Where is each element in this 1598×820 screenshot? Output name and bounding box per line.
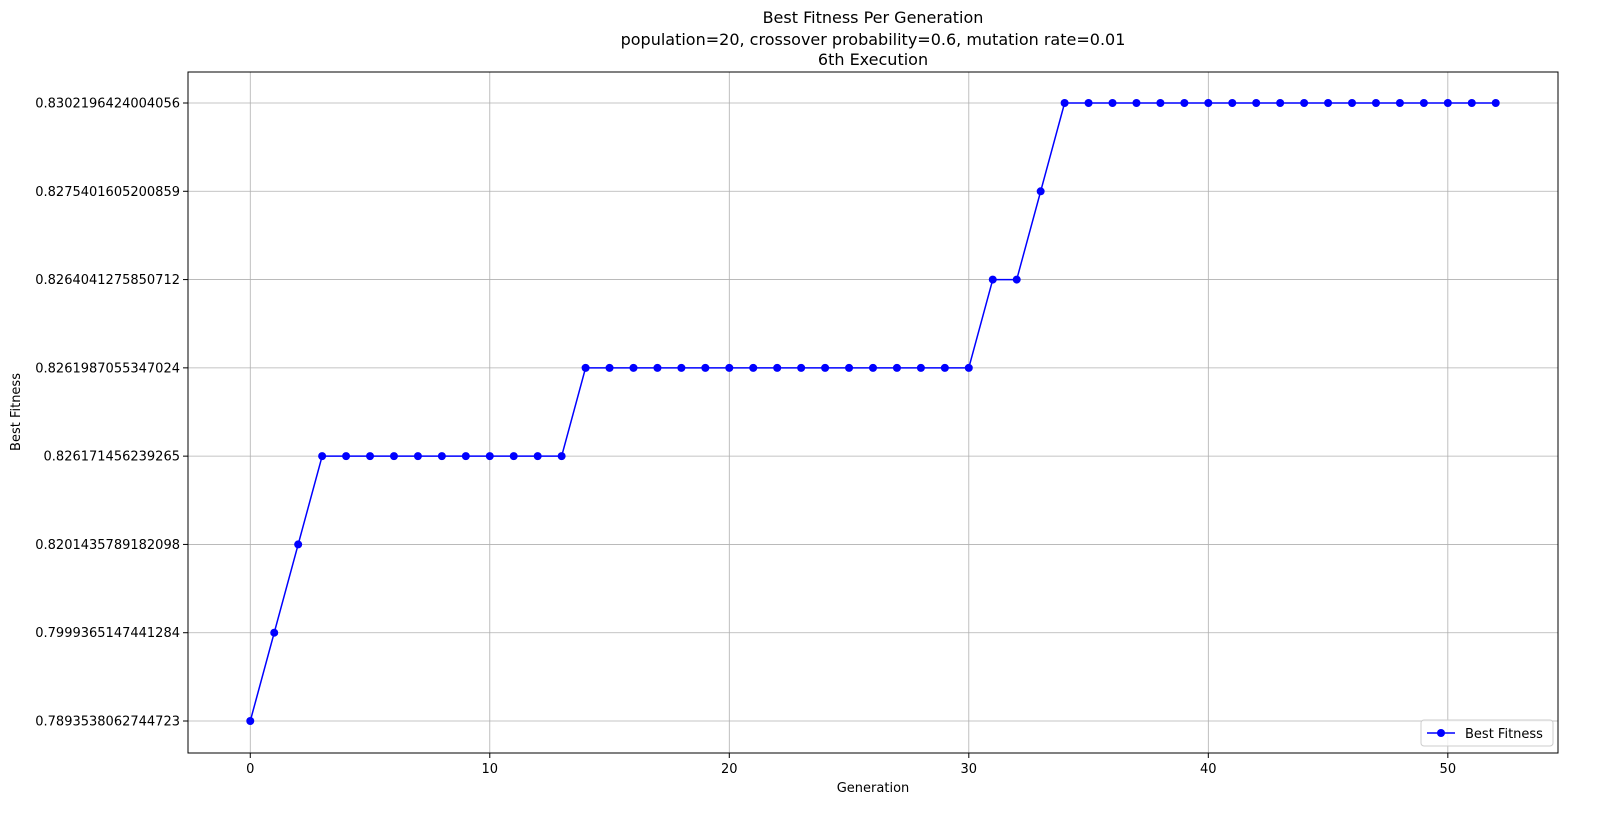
data-point: [270, 628, 279, 637]
x-axis-ticks: 0 10 20 30 40 50: [246, 753, 1456, 777]
data-point: [581, 363, 590, 372]
data-point: [964, 363, 973, 372]
data-point: [773, 363, 782, 372]
data-point: [1276, 99, 1285, 107]
y-tick-label: 0.8261987055347024: [35, 361, 180, 376]
data-point: [1108, 99, 1117, 107]
data-point: [342, 452, 351, 461]
data-point: [1419, 99, 1428, 107]
data-point: [1036, 187, 1045, 196]
data-point: [629, 363, 638, 372]
x-tick-label: 50: [1440, 762, 1457, 777]
data-point: [1156, 99, 1165, 107]
data-point: [869, 363, 877, 372]
data-point: [1324, 99, 1333, 107]
data-point: [605, 363, 614, 372]
y-tick-label: 0.8201435789182098: [35, 538, 180, 553]
x-tick-label: 10: [482, 762, 499, 777]
data-point: [557, 452, 566, 461]
legend-box: [1420, 719, 1554, 747]
data-point: [294, 540, 303, 549]
data-point: [1300, 99, 1309, 107]
y-axis-ticks: 0.7893538062744723 0.7999365147441284 0.82…: [35, 97, 188, 730]
data-point: [533, 452, 542, 461]
y-tick-label: 0.8275401605200859: [35, 185, 180, 200]
y-tick-label: 0.8302196424004056: [35, 97, 180, 112]
data-point: [701, 363, 710, 372]
x-tick-label: 30: [961, 762, 978, 777]
data-point: [749, 363, 758, 372]
data-point: [509, 452, 518, 461]
data-point: [940, 363, 949, 372]
data-point: [1132, 99, 1141, 107]
data-point: [797, 363, 806, 372]
data-point: [1467, 99, 1476, 107]
x-axis-label: Generation: [837, 781, 910, 796]
legend: Best Fitness: [1420, 719, 1554, 747]
data-point: [413, 452, 422, 461]
data-point: [1491, 99, 1500, 107]
data-point: [653, 363, 662, 372]
data-point: [1395, 99, 1404, 107]
data-point: [1228, 99, 1237, 107]
data-point: [1371, 99, 1380, 107]
data-point: [366, 452, 375, 461]
legend-label-best-fitness: Best Fitness: [1465, 727, 1543, 742]
data-point: [1252, 99, 1261, 107]
data-point: [1084, 99, 1093, 107]
data-point: [892, 363, 901, 372]
data-point: [988, 275, 997, 284]
data-point: [461, 452, 470, 461]
y-tick-label: 0.7999365147441284: [35, 626, 180, 641]
data-point: [1012, 275, 1021, 284]
data-point: [485, 452, 494, 461]
data-point: [389, 452, 398, 461]
y-axis-label: Best Fitness: [9, 373, 24, 451]
data-point: [1348, 99, 1357, 107]
data-point: [725, 363, 734, 372]
x-tick-label: 0: [246, 762, 254, 777]
data-point: [1060, 99, 1069, 107]
data-point: [677, 363, 686, 372]
x-tick-label: 20: [721, 762, 738, 777]
y-tick-label: 0.7893538062744723: [35, 715, 180, 730]
data-point: [318, 452, 327, 461]
data-point: [1180, 99, 1189, 107]
data-point: [821, 363, 830, 372]
x-tick-label: 40: [1200, 762, 1217, 777]
data-point: [1204, 99, 1213, 107]
chart-subtitle-execution: 6th Execution: [818, 50, 928, 69]
y-tick-label: 0.826171456239265: [44, 450, 180, 465]
chart-subtitle: population=20, crossover probability=0.6…: [621, 30, 1126, 49]
plot-frame: [187, 71, 1559, 754]
data-point: [246, 717, 255, 725]
data-point: [845, 363, 854, 372]
legend-marker-swatch: [1437, 729, 1445, 737]
y-tick-label: 0.8264041275850712: [35, 273, 180, 288]
series-best-fitness: [246, 99, 1500, 725]
data-point: [437, 452, 446, 461]
data-point: [916, 363, 925, 372]
data-point: [1443, 99, 1452, 107]
chart-title: Best Fitness Per Generation: [763, 8, 984, 27]
